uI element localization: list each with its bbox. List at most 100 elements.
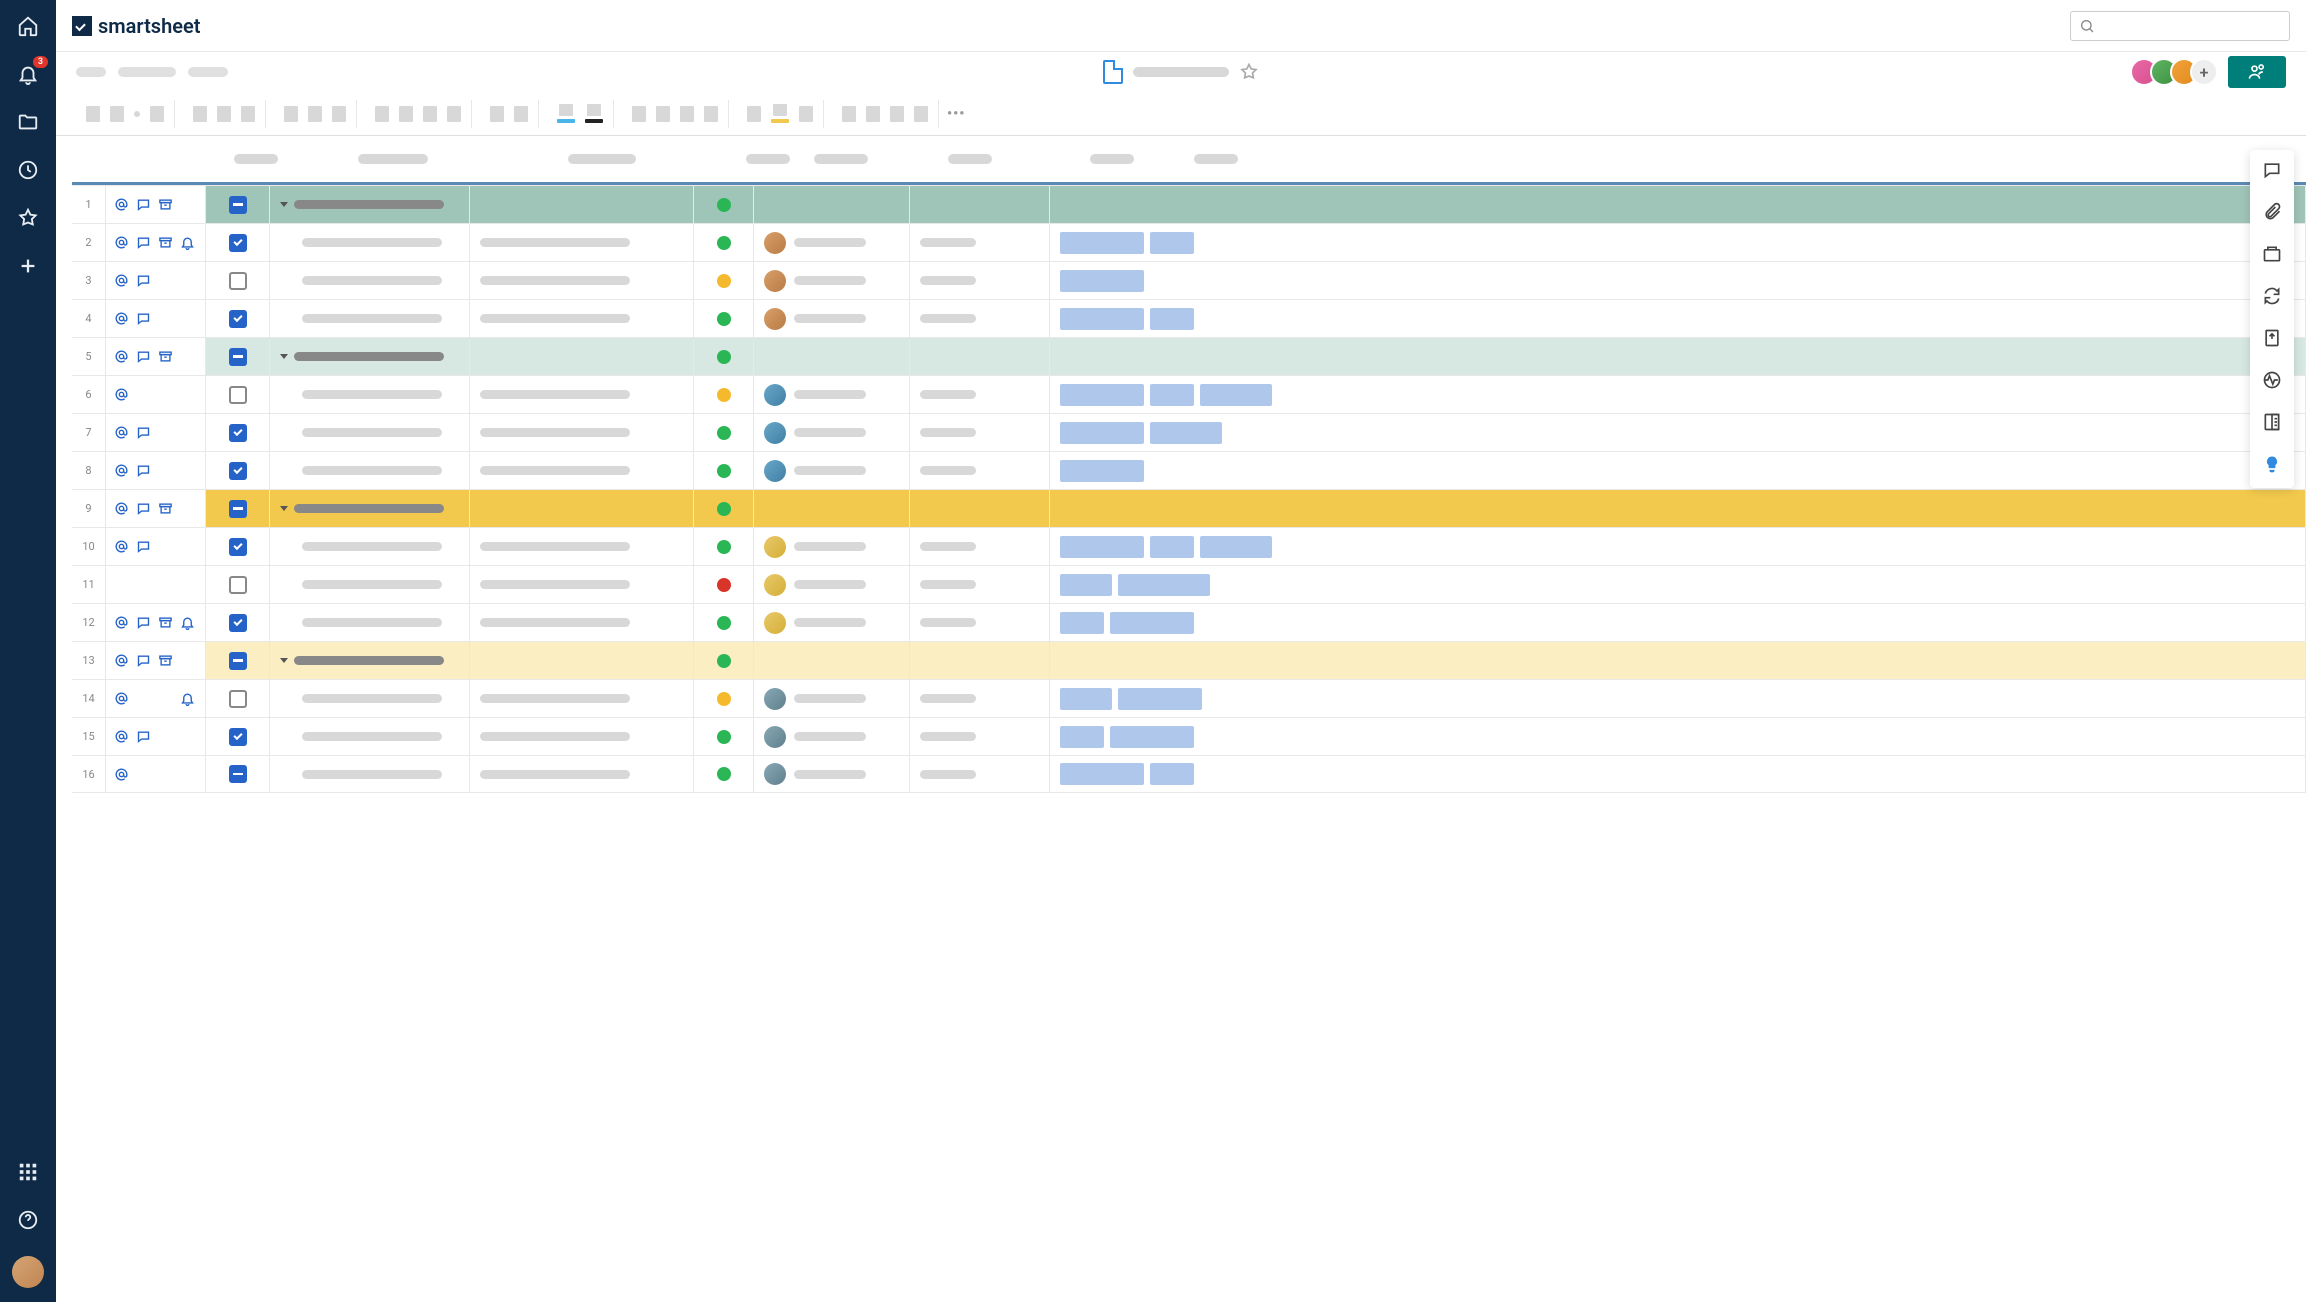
- description-cell[interactable]: [470, 186, 694, 223]
- tag-chip[interactable]: [1060, 536, 1144, 558]
- date-cell[interactable]: [910, 718, 1050, 755]
- home-icon[interactable]: [16, 14, 40, 38]
- status-cell[interactable]: [694, 224, 754, 261]
- tag-chip[interactable]: [1150, 763, 1194, 785]
- column-header[interactable]: [358, 154, 428, 164]
- expand-caret-icon[interactable]: [280, 354, 288, 359]
- checkbox[interactable]: [229, 614, 247, 632]
- description-cell[interactable]: [470, 642, 694, 679]
- status-cell[interactable]: [694, 604, 754, 641]
- row-number[interactable]: 16: [72, 756, 106, 792]
- checkbox[interactable]: [229, 424, 247, 442]
- toolbar-button[interactable]: [514, 106, 528, 122]
- table-row[interactable]: 4: [72, 299, 2306, 337]
- date-cell[interactable]: [910, 376, 1050, 413]
- toolbar-button[interactable]: [799, 106, 813, 122]
- toolbar-button[interactable]: [86, 106, 100, 122]
- arch-icon[interactable]: [158, 235, 173, 250]
- at-icon[interactable]: [114, 235, 129, 250]
- arch-icon[interactable]: [158, 197, 173, 212]
- toolbar-button[interactable]: [585, 104, 603, 123]
- activity-log-icon[interactable]: [2262, 370, 2282, 394]
- toolbar-button[interactable]: [890, 106, 904, 122]
- search-input[interactable]: [2070, 11, 2290, 41]
- tag-chip[interactable]: [1150, 422, 1222, 444]
- tag-chip[interactable]: [1060, 726, 1104, 748]
- toolbar-button[interactable]: [110, 106, 124, 122]
- tags-cell[interactable]: [1050, 566, 2306, 603]
- table-row[interactable]: 14: [72, 679, 2306, 717]
- checkbox[interactable]: [229, 272, 247, 290]
- tag-chip[interactable]: [1060, 688, 1112, 710]
- status-cell[interactable]: [694, 262, 754, 299]
- status-cell[interactable]: [694, 718, 754, 755]
- table-row[interactable]: 6: [72, 375, 2306, 413]
- status-cell[interactable]: [694, 528, 754, 565]
- task-cell[interactable]: [270, 528, 470, 565]
- column-header[interactable]: [568, 154, 636, 164]
- expand-caret-icon[interactable]: [280, 506, 288, 511]
- table-row[interactable]: 7: [72, 413, 2306, 451]
- chat-icon[interactable]: [136, 197, 151, 212]
- arch-icon[interactable]: [158, 501, 173, 516]
- tags-cell[interactable]: [1050, 186, 2306, 223]
- tags-cell[interactable]: [1050, 262, 2306, 299]
- task-cell[interactable]: [270, 414, 470, 451]
- task-cell[interactable]: [270, 490, 470, 527]
- row-number[interactable]: 15: [72, 718, 106, 755]
- tags-cell[interactable]: [1050, 604, 2306, 641]
- chat-icon[interactable]: [136, 463, 151, 478]
- assignee-cell[interactable]: [754, 376, 910, 413]
- chat-icon[interactable]: [136, 501, 151, 516]
- task-cell[interactable]: [270, 224, 470, 261]
- row-number[interactable]: 11: [72, 566, 106, 603]
- status-cell[interactable]: [694, 414, 754, 451]
- date-cell[interactable]: [910, 490, 1050, 527]
- row-number[interactable]: 9: [72, 490, 106, 527]
- task-cell[interactable]: [270, 566, 470, 603]
- tag-chip[interactable]: [1150, 232, 1194, 254]
- at-icon[interactable]: [114, 425, 129, 440]
- assignee-cell[interactable]: [754, 756, 910, 792]
- tags-cell[interactable]: [1050, 528, 2306, 565]
- chat-icon[interactable]: [136, 653, 151, 668]
- tips-icon[interactable]: [2262, 454, 2282, 478]
- table-row[interactable]: 10: [72, 527, 2306, 565]
- status-cell[interactable]: [694, 186, 754, 223]
- description-cell[interactable]: [470, 566, 694, 603]
- row-number[interactable]: 5: [72, 338, 106, 375]
- toolbar-button[interactable]: [771, 104, 789, 123]
- assignee-cell[interactable]: [754, 262, 910, 299]
- comments-icon[interactable]: [2262, 160, 2282, 184]
- date-cell[interactable]: [910, 452, 1050, 489]
- description-cell[interactable]: [470, 604, 694, 641]
- arch-icon[interactable]: [158, 653, 173, 668]
- status-cell[interactable]: [694, 490, 754, 527]
- assignee-cell[interactable]: [754, 414, 910, 451]
- table-row[interactable]: 1: [72, 185, 2306, 223]
- tag-chip[interactable]: [1060, 422, 1144, 444]
- row-number[interactable]: 4: [72, 300, 106, 337]
- folder-icon[interactable]: [16, 110, 40, 134]
- tags-cell[interactable]: [1050, 224, 2306, 261]
- bell-icon[interactable]: [180, 615, 195, 630]
- row-number[interactable]: 3: [72, 262, 106, 299]
- row-number[interactable]: 2: [72, 224, 106, 261]
- toolbar-button[interactable]: [747, 106, 761, 122]
- checkbox[interactable]: [229, 310, 247, 328]
- description-cell[interactable]: [470, 262, 694, 299]
- date-cell[interactable]: [910, 414, 1050, 451]
- tags-cell[interactable]: [1050, 414, 2306, 451]
- description-cell[interactable]: [470, 528, 694, 565]
- tag-chip[interactable]: [1060, 612, 1104, 634]
- task-cell[interactable]: [270, 604, 470, 641]
- chat-icon[interactable]: [136, 273, 151, 288]
- expand-caret-icon[interactable]: [280, 658, 288, 663]
- chat-icon[interactable]: [136, 311, 151, 326]
- table-row[interactable]: 3: [72, 261, 2306, 299]
- at-icon[interactable]: [114, 501, 129, 516]
- bell-icon[interactable]: [180, 691, 195, 706]
- status-cell[interactable]: [694, 300, 754, 337]
- tags-cell[interactable]: [1050, 680, 2306, 717]
- column-header[interactable]: [948, 154, 992, 164]
